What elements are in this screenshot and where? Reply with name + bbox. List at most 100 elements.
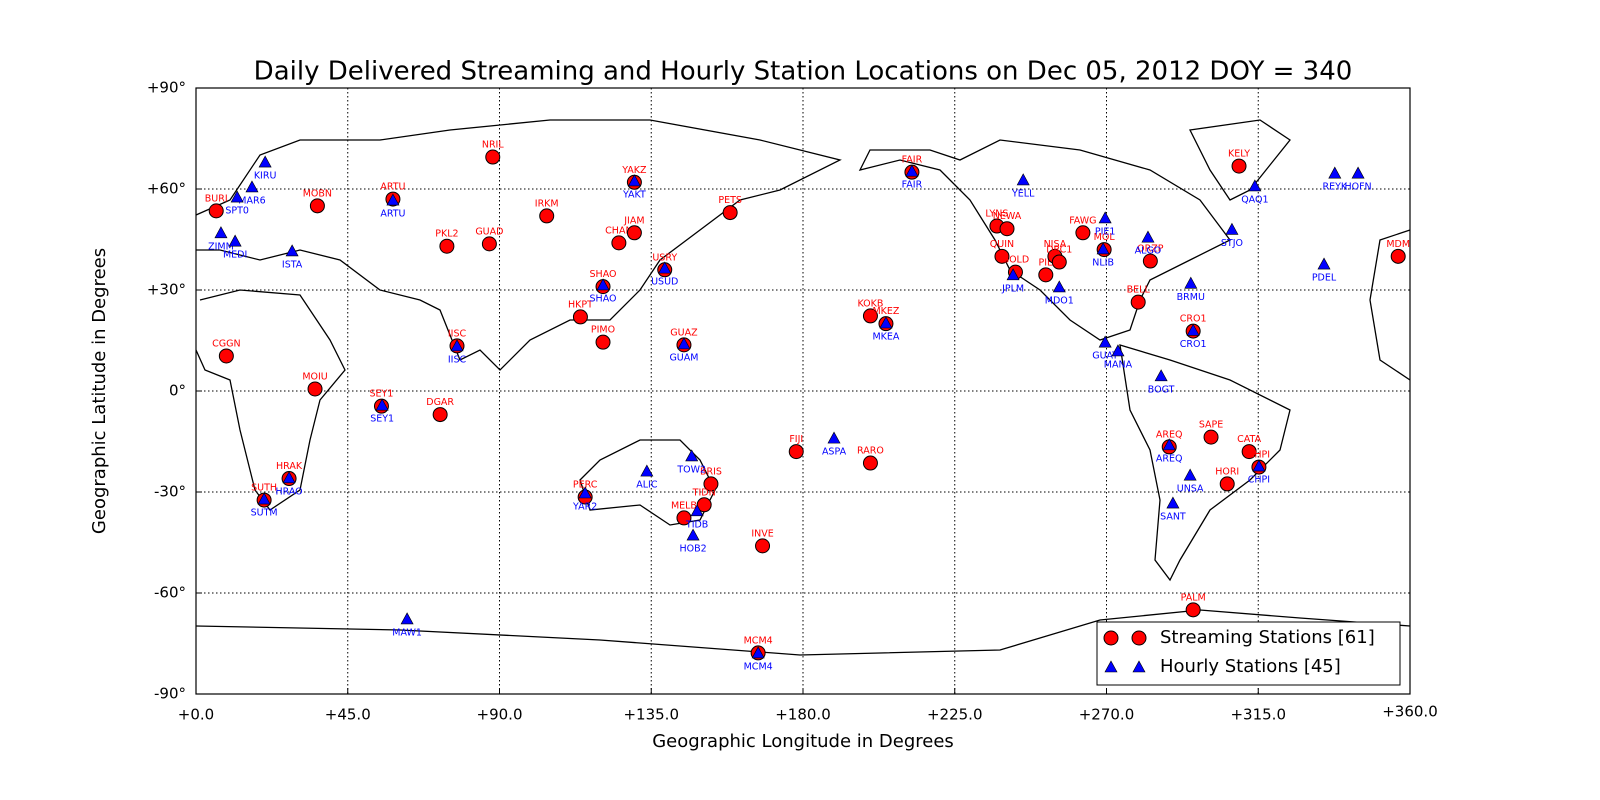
marks: BURI MOBN ARTU NRIL IRKM PKL2 GUAD YAKZ CHANJIAM… xyxy=(205,140,1410,673)
station-label: SHAO xyxy=(590,293,617,304)
station-label: CHPI xyxy=(1248,450,1270,461)
station-circle xyxy=(208,203,224,219)
station-triangle xyxy=(596,278,610,291)
station-triangle xyxy=(1098,211,1112,224)
station-label: GOLD xyxy=(1002,255,1029,266)
station-circle xyxy=(703,476,719,492)
x-tick-label: +45.0 xyxy=(325,706,371,724)
station-triangle xyxy=(1351,166,1365,179)
station-label: CHPI xyxy=(1248,475,1270,486)
station-triangle xyxy=(245,180,259,193)
station-triangle xyxy=(1317,257,1331,270)
station-label: MKEZ xyxy=(872,306,899,317)
station-label: YELL xyxy=(1011,188,1035,199)
station-label: SPT0 xyxy=(225,206,249,217)
station-label: ASPA xyxy=(822,447,847,458)
station-triangle xyxy=(1328,166,1342,179)
station-label: JIAM xyxy=(623,215,644,226)
station-triangle xyxy=(1162,438,1176,451)
station-triangle xyxy=(386,193,400,206)
station-circle xyxy=(309,198,325,214)
station-triangle xyxy=(1096,242,1110,255)
station-circle xyxy=(539,208,555,224)
station-triangle xyxy=(658,261,672,274)
station-label: TOW2 xyxy=(676,464,706,475)
station-label: HORI xyxy=(1215,466,1239,477)
station-label: INVE xyxy=(751,528,773,539)
station-label: ALIC xyxy=(636,480,658,491)
station-circle xyxy=(1131,630,1147,646)
station-triangle xyxy=(1111,344,1125,357)
x-axis-label: Geographic Longitude in Degrees xyxy=(652,731,954,752)
station-triangle xyxy=(578,486,592,499)
station-label: AREQ xyxy=(1156,453,1183,464)
station-label: SUTM xyxy=(251,508,278,519)
station-triangle xyxy=(230,190,244,203)
x-tick-label: +0.0 xyxy=(178,706,214,724)
station-label: ISTA xyxy=(282,259,303,270)
station-triangle xyxy=(1225,222,1239,235)
station-circle xyxy=(862,455,878,471)
station-label: ARTU xyxy=(380,182,405,193)
station-label: LYNS xyxy=(985,209,1008,220)
station-circle xyxy=(595,334,611,350)
x-tick-label: +180.0 xyxy=(775,706,831,724)
station-label: CRO1 xyxy=(1180,314,1207,325)
station-label: PETS xyxy=(718,195,742,206)
station-label: YAKZ xyxy=(621,165,647,176)
station-label: SANT xyxy=(1160,512,1186,523)
station-triangle xyxy=(627,174,641,187)
station-label: MELB xyxy=(671,500,697,511)
station-label: HRAK xyxy=(276,461,303,472)
legend-label: Hourly Stations [45] xyxy=(1160,656,1341,677)
station-label: DRC1 xyxy=(1046,245,1072,256)
station-triangle xyxy=(690,504,704,517)
legend: Streaming Stations [61] Hourly Stations [… xyxy=(1096,621,1401,686)
station-label: SAPE xyxy=(1199,420,1223,431)
station-label: KOKB xyxy=(857,298,883,309)
station-label: TIDN xyxy=(692,487,716,498)
station-label: PIE xyxy=(1039,257,1054,268)
station-label: SEY1 xyxy=(370,414,394,425)
station-label: NLIB xyxy=(1092,257,1114,268)
station-triangle xyxy=(375,398,389,411)
station-label: PDEL xyxy=(1312,273,1337,284)
station-label: MDM xyxy=(1386,239,1410,250)
station-triangle xyxy=(640,464,654,477)
station-triangle xyxy=(257,492,271,505)
station-label: BURI xyxy=(205,193,228,204)
station-label: SUTH xyxy=(251,483,277,494)
station-triangle xyxy=(1132,660,1146,673)
station-label: MKEA xyxy=(872,331,899,342)
plot-frame xyxy=(195,87,1411,695)
station-circle xyxy=(1203,429,1219,445)
station-label: NRIL xyxy=(482,140,505,151)
station-label: TIDB xyxy=(685,519,708,530)
station-label: UNSA xyxy=(1177,484,1204,495)
station-circle xyxy=(307,381,323,397)
station-label: PIMO xyxy=(591,325,615,336)
legend-label: Streaming Stations [61] xyxy=(1160,627,1375,648)
y-tick-label: 0° xyxy=(169,382,186,400)
y-tick-label: +90° xyxy=(147,79,186,97)
station-label: IRKM xyxy=(535,198,559,209)
station-label: KELY xyxy=(1228,149,1250,160)
station-label: MDO1 xyxy=(1045,295,1074,306)
station-circle xyxy=(218,348,234,364)
station-label: CHAN xyxy=(605,225,632,236)
station-triangle xyxy=(228,234,242,247)
station-triangle xyxy=(450,339,464,352)
station-circle xyxy=(1390,248,1406,264)
station-circle xyxy=(1130,294,1146,310)
station-triangle xyxy=(214,226,228,239)
station-label: HOFN xyxy=(1344,182,1371,193)
station-circle xyxy=(862,308,878,324)
chart-title: Daily Delivered Streaming and Hourly Sta… xyxy=(254,57,1353,87)
station-circle xyxy=(481,236,497,252)
station-label: CGGN xyxy=(212,338,240,349)
station-triangle xyxy=(400,612,414,625)
station-circle xyxy=(432,407,448,423)
x-tick-label: +270.0 xyxy=(1079,706,1135,724)
station-triangle xyxy=(685,449,699,462)
station-triangle xyxy=(1104,660,1118,673)
